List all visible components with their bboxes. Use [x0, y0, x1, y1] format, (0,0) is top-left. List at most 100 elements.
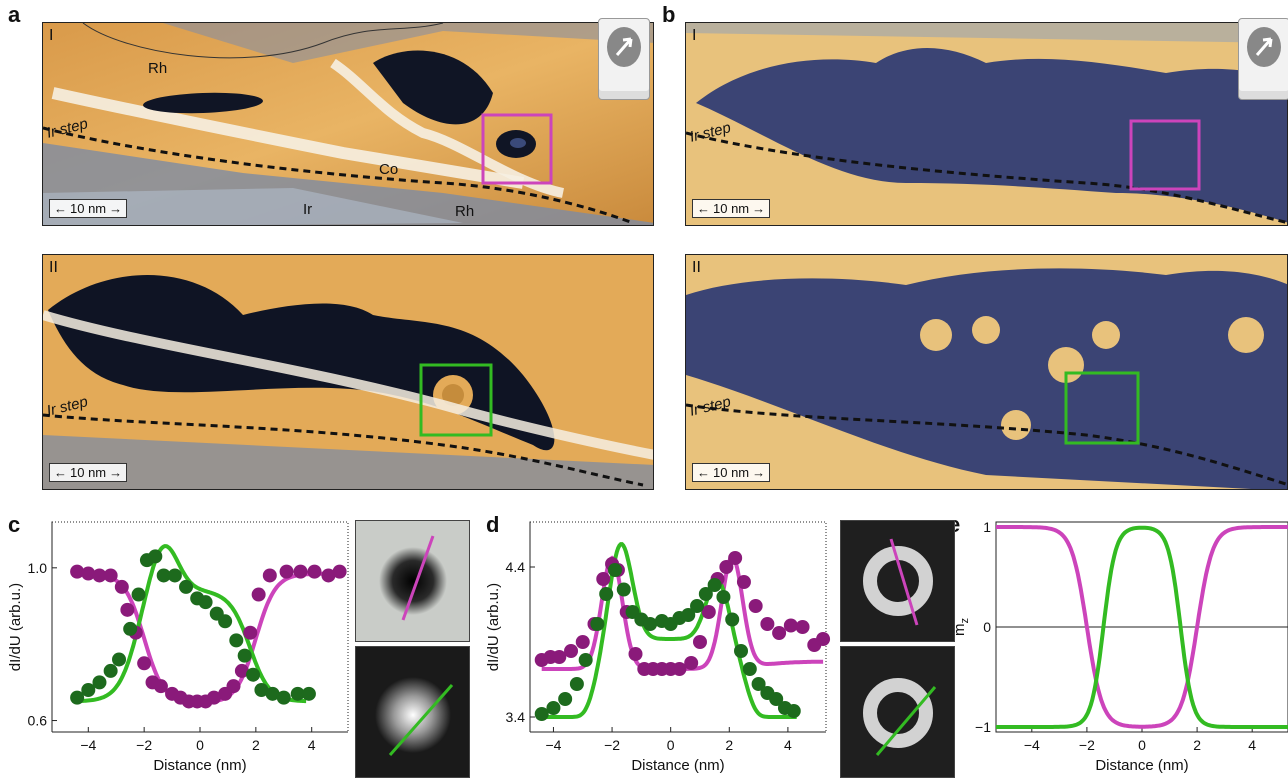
- data-point: [564, 644, 579, 658]
- data-point: [131, 587, 146, 602]
- data-point: [290, 686, 305, 701]
- y-tick-label: 0: [983, 619, 991, 635]
- data-point: [137, 656, 152, 671]
- fit-curve: [79, 544, 307, 704]
- x-tick-label: 4: [308, 737, 316, 753]
- data-point: [552, 650, 567, 664]
- scale-bar-b1: ← 10 nm →: [692, 199, 771, 218]
- data-point: [167, 568, 182, 583]
- data-point: [279, 564, 294, 579]
- data-point: [237, 648, 252, 663]
- panel-label-d: d: [486, 512, 500, 537]
- row-label-b1: I: [692, 27, 697, 44]
- x-tick-label: 0: [196, 737, 204, 753]
- data-point: [672, 662, 687, 676]
- data-point: [816, 632, 831, 646]
- data-point: [92, 568, 107, 583]
- data-point: [332, 564, 347, 579]
- data-point: [307, 564, 322, 579]
- x-tick-label: −2: [604, 737, 620, 753]
- data-point: [748, 599, 763, 613]
- data-point: [179, 579, 194, 594]
- scale-label: 10 nm: [70, 201, 107, 216]
- stm-tip-icon: [598, 18, 650, 100]
- x-tick-label: −4: [545, 737, 561, 753]
- data-point: [156, 568, 171, 583]
- x-tick-label: −2: [136, 737, 152, 753]
- data-point: [772, 626, 787, 640]
- data-point: [534, 707, 549, 721]
- stm-image-a2: II Ir step ← 10 nm →: [42, 254, 654, 490]
- data-point: [596, 572, 611, 586]
- data-point: [198, 595, 213, 610]
- data-point: [569, 677, 584, 691]
- data-point: [736, 575, 751, 589]
- data-point: [701, 605, 716, 619]
- x-tick-label: −4: [80, 737, 96, 753]
- simulated-skyrmion-c-bottom: [375, 677, 454, 756]
- data-point: [123, 621, 138, 636]
- arrow-right-icon: →: [109, 465, 123, 480]
- panel-label-a: a: [8, 2, 21, 27]
- data-point: [558, 692, 573, 706]
- data-point: [70, 690, 85, 705]
- data-point: [690, 599, 705, 613]
- x-tick-label: 4: [1248, 737, 1256, 753]
- data-point: [234, 663, 249, 678]
- simulated-ring-d-bottom: [863, 678, 937, 756]
- data-point: [265, 686, 280, 701]
- thumbnail-d-top: [840, 520, 955, 642]
- data-point: [698, 587, 713, 601]
- data-point: [681, 608, 696, 622]
- y-tick-label: −1: [975, 719, 991, 735]
- x-tick-label: 2: [252, 737, 260, 753]
- stm-image-b1: I Ir step ← 10 nm →: [685, 22, 1288, 226]
- x-axis-label: Distance (nm): [631, 757, 724, 774]
- tip-glyph: [1247, 27, 1281, 67]
- data-point: [148, 549, 163, 564]
- data-point: [70, 564, 85, 579]
- data-point: [246, 667, 261, 682]
- label-rh-bottom: Rh: [455, 203, 475, 220]
- scale-label: 10 nm: [70, 465, 107, 480]
- data-point: [760, 617, 775, 631]
- data-point: [719, 560, 734, 574]
- data-point: [716, 590, 731, 604]
- scale-bar-a1: ← 10 nm →: [49, 199, 128, 218]
- scale-bar-b2: ← 10 nm →: [692, 463, 771, 482]
- arrow-left-icon: ←: [54, 465, 67, 480]
- arrow-left-icon: ←: [697, 201, 710, 216]
- y-tick-label: 1: [983, 519, 991, 535]
- row-label-a2: II: [49, 259, 58, 276]
- data-point: [114, 579, 129, 594]
- data-point: [742, 662, 757, 676]
- stm-a2-graphic: [43, 255, 653, 489]
- scale-bar-a2: ← 10 nm →: [49, 463, 128, 482]
- thumbnail-c-top: [355, 520, 470, 642]
- data-point: [728, 551, 743, 565]
- x-tick-label: 4: [784, 737, 792, 753]
- y-axis-label: dI/dU (arb.u.): [485, 583, 502, 671]
- simulated-skyrmion-c-top: [379, 535, 447, 621]
- data-point: [692, 635, 707, 649]
- data-point: [707, 578, 722, 592]
- x-tick-label: −2: [1079, 737, 1095, 753]
- stm-a1-graphic: [43, 23, 653, 225]
- data-point: [578, 653, 593, 667]
- chart-c: −4 −2 0 2 4 0.6 1.0 Distance (nm) dI/dU (arb.u.): [7, 521, 349, 774]
- stm-image-a1: I Rh Co Ir Rh Ir step ← 10 nm →: [42, 22, 654, 226]
- data-point: [103, 663, 118, 678]
- data-point: [684, 656, 699, 670]
- data-point: [301, 686, 316, 701]
- label-co: Co: [379, 161, 399, 178]
- x-tick-label: 0: [1138, 737, 1146, 753]
- data-point: [262, 568, 277, 583]
- data-point: [783, 618, 798, 633]
- data-point: [769, 692, 784, 706]
- data-point: [226, 679, 241, 694]
- data-point: [153, 679, 168, 694]
- stm-b1-graphic: [686, 23, 1287, 225]
- scale-label: 10 nm: [713, 465, 750, 480]
- data-point: [81, 566, 96, 581]
- x-axis-label: Distance (nm): [1095, 757, 1188, 774]
